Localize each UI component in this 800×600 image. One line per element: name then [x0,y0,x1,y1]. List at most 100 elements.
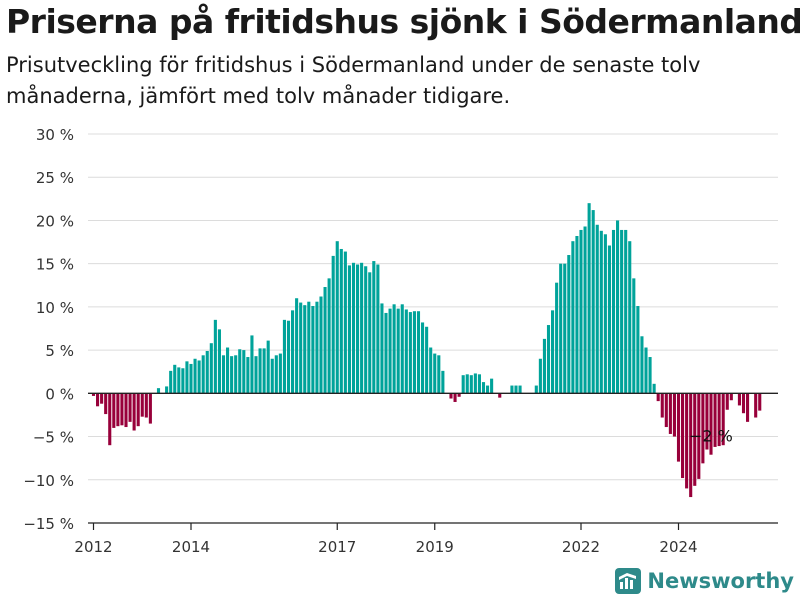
latest-value-annotation: −2 % [689,427,733,446]
bar [148,393,152,424]
bar [591,210,595,394]
bar [636,306,640,394]
bar [713,393,717,447]
bar [177,367,181,394]
bar [270,358,274,394]
bar [368,272,372,394]
bar [648,357,652,394]
bar [404,309,408,394]
bar [169,370,173,394]
bar [384,312,388,394]
y-tick-label: 25 % [36,169,74,187]
bar [689,393,693,498]
bar [611,229,616,394]
gridlines [88,133,778,524]
bar [725,393,729,410]
bar [603,234,607,394]
bar [100,393,104,404]
bar [303,305,307,394]
bar [477,374,481,394]
bar [481,382,486,394]
bar [644,347,648,394]
bar [213,319,217,394]
bar [595,224,599,394]
bar [429,347,433,394]
bar [538,358,542,394]
bar [717,393,721,447]
bar [632,278,636,394]
bar [437,355,441,394]
y-tick-label: 20 % [36,212,74,230]
x-axis-ticks: 2012 2014 2017 2019 2022 2024 [74,523,698,556]
bar [425,326,429,394]
bar [408,312,412,394]
bar [587,203,591,394]
y-tick-label: 0 % [45,385,74,403]
bar [156,388,161,394]
bar [693,393,697,486]
x-tick-label: 2012 [74,538,112,556]
bar [112,393,116,428]
y-axis-tick-labels: −15 % −10 % −5 % 0 % 5 % 10 % 15 % 20 % 25 % 30 % [23,126,74,533]
bar [335,241,339,394]
bar [575,236,579,394]
bar [672,393,676,437]
bar [473,373,477,394]
x-tick-label: 2019 [416,538,454,556]
bar [128,393,132,422]
bar [351,262,356,394]
bar [132,393,136,431]
bar [457,393,461,397]
bar [705,393,709,450]
bar [266,340,270,394]
bar [416,311,421,394]
bar [372,261,376,394]
bar [490,378,494,394]
bar [282,319,286,394]
bar [469,375,473,394]
y-tick-label: 15 % [36,256,74,274]
newsworthy-logo-icon [615,568,642,594]
bar [201,355,205,394]
bar [571,241,575,394]
bar [546,325,551,394]
bar [660,393,664,418]
bar [534,385,538,394]
bar [347,265,351,394]
bar [339,248,343,394]
bar [140,393,144,417]
y-tick-label: −10 % [23,472,74,490]
bar [104,393,108,415]
bar [583,226,587,394]
bar [286,320,291,394]
bar [697,393,701,479]
bar [376,264,380,394]
bar [360,262,364,394]
x-tick-label: 2014 [172,538,210,556]
bar [567,255,571,394]
bar [681,393,685,479]
bar [676,393,681,462]
bar [165,386,169,394]
y-tick-label: −5 % [33,429,74,447]
bar [274,355,278,394]
bar [453,393,457,402]
bar [421,322,425,394]
y-tick-label: 10 % [36,299,74,317]
bar [396,308,400,394]
bar [668,393,672,434]
bar [486,385,490,394]
bar [323,287,327,394]
bar [701,393,705,464]
bar [173,364,177,394]
bar [299,302,303,394]
bar [388,308,392,394]
bar [258,348,262,394]
bar [746,393,750,422]
bar [343,251,347,394]
bar [221,355,226,394]
bar [254,356,258,394]
bar [551,310,555,394]
bar [331,255,335,394]
y-tick-label: 30 % [36,126,74,144]
